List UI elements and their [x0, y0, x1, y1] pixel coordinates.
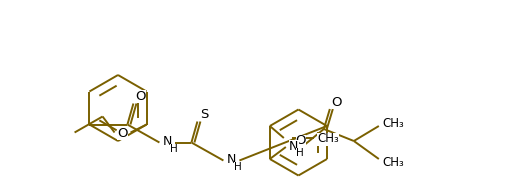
Text: H: H — [234, 161, 242, 171]
Text: CH₃: CH₃ — [382, 155, 404, 169]
Text: CH₃: CH₃ — [317, 132, 339, 145]
Text: O: O — [332, 95, 342, 108]
Text: N: N — [163, 135, 172, 148]
Text: S: S — [200, 108, 208, 121]
Text: N: N — [289, 140, 299, 153]
Text: O: O — [296, 134, 306, 147]
Text: O: O — [135, 90, 145, 103]
Text: H: H — [170, 144, 177, 153]
Text: N: N — [227, 153, 236, 166]
Text: CH₃: CH₃ — [382, 116, 404, 129]
Text: O: O — [117, 127, 128, 140]
Text: H: H — [296, 148, 304, 158]
